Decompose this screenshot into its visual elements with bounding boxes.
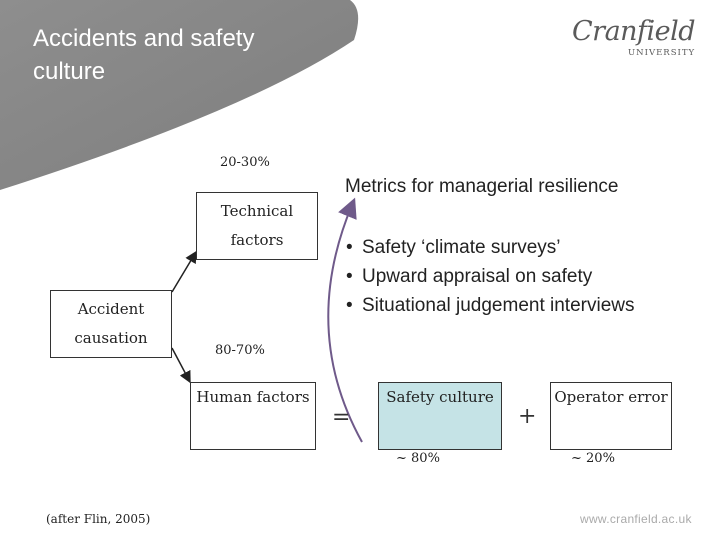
logo-subtitle: UNIVERSITY [628,48,696,58]
plus-sign: + [518,404,537,429]
website-url[interactable]: www.cranfield.ac.uk [580,512,692,526]
bullet: • [346,237,353,258]
bullet: • [346,266,353,287]
equals-sign: = [332,405,351,430]
human-factors-label: Human factors [196,388,310,406]
cranfield-logo: Cranfield UNIVERSITY [572,16,702,66]
safety-culture-box: Safety culture [378,382,502,450]
page-title: Accidents and safety culture [33,25,255,85]
technical-percent: 20-30% [220,155,270,170]
operator-error-box: Operator error [550,382,672,450]
metrics-list: • Safety ‘climate surveys’ • Upward apprai… [346,233,635,320]
metric-text: Safety ‘climate surveys’ [362,237,561,258]
technical-factors-label: Technical factors [220,202,294,249]
metrics-title: Metrics for managerial resilience [345,176,619,197]
technical-factors-box: Technical factors [196,192,318,260]
safety-percent: ~ 80% [396,451,440,466]
arrow-to-human [171,347,191,384]
bullet: • [346,295,353,316]
human-percent: 80-70% [215,343,265,358]
operator-error-label: Operator error [554,388,668,406]
resilience-arrow [327,197,363,443]
citation: (after Flin, 2005) [46,512,151,526]
list-item: • Safety ‘climate surveys’ [346,233,635,262]
arrow-to-technical [171,250,197,293]
list-item: • Upward appraisal on safety [346,262,635,291]
operator-percent: ~ 20% [571,451,615,466]
metric-text: Situational judgement interviews [362,295,635,316]
accident-causation-label: Accident causation [74,300,148,347]
accident-causation-box: Accident causation [50,290,172,358]
list-item: • Situational judgement interviews [346,291,635,320]
logo-wordmark: Cranfield [572,16,696,47]
safety-culture-label: Safety culture [386,388,494,406]
metric-text: Upward appraisal on safety [362,266,593,287]
human-factors-box: Human factors [190,382,316,450]
